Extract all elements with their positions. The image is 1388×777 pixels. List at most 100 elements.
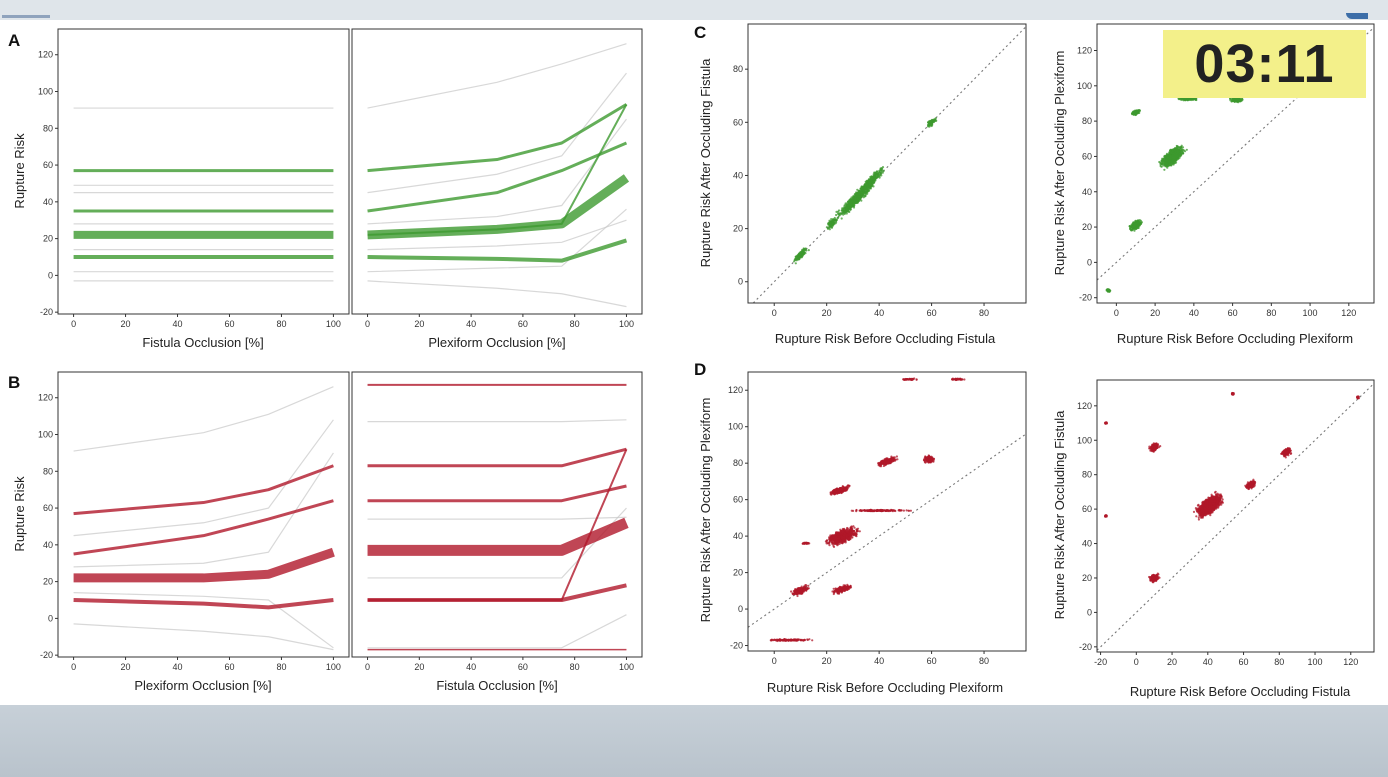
scatter-point bbox=[1170, 151, 1173, 154]
y-tick-label: 60 bbox=[733, 117, 743, 127]
scatter-point bbox=[876, 174, 879, 177]
scatter-point bbox=[892, 456, 895, 459]
scatter-point bbox=[790, 638, 793, 641]
series-line bbox=[367, 238, 628, 263]
x-tick-label: 40 bbox=[1189, 308, 1199, 318]
scatter-point bbox=[848, 537, 852, 541]
y-tick-label: 60 bbox=[43, 503, 53, 513]
scatter-point bbox=[848, 532, 851, 536]
scatter-point bbox=[925, 457, 928, 460]
scatter-point bbox=[843, 532, 847, 536]
y-tick-label: -20 bbox=[40, 307, 53, 317]
scatter-point bbox=[860, 185, 863, 188]
scatter-point bbox=[1182, 152, 1185, 155]
scatter-point bbox=[1138, 111, 1141, 114]
plot-area bbox=[367, 43, 630, 308]
scatter-point bbox=[842, 586, 845, 589]
scatter-point bbox=[882, 509, 885, 512]
scatter-point bbox=[796, 588, 799, 591]
scatter-point bbox=[792, 638, 795, 642]
scatter-point bbox=[879, 509, 882, 512]
scatter-point bbox=[879, 169, 882, 172]
x-tick-label: 0 bbox=[365, 662, 370, 672]
scatter-point bbox=[834, 533, 837, 536]
scatter-point bbox=[853, 526, 856, 529]
axes-frame bbox=[1096, 23, 1375, 304]
scatter-point bbox=[1140, 221, 1143, 224]
scatter-point bbox=[868, 181, 872, 184]
scatter-point bbox=[840, 535, 844, 538]
scatter-point bbox=[860, 191, 864, 194]
scatter-point bbox=[1181, 149, 1184, 152]
scatter-point bbox=[1171, 150, 1174, 153]
scatter-point bbox=[1179, 146, 1182, 149]
x-tick-label: 100 bbox=[326, 662, 341, 672]
scatter-point bbox=[879, 465, 882, 468]
scatter-point bbox=[842, 589, 845, 592]
scatter-point bbox=[786, 639, 789, 642]
scatter-point bbox=[1166, 166, 1169, 169]
scatter-point bbox=[1107, 289, 1110, 292]
gray-series-line bbox=[367, 614, 627, 649]
scatter-point bbox=[905, 509, 908, 512]
scatter-point bbox=[1164, 158, 1168, 161]
scatter-point bbox=[806, 542, 809, 545]
scatter-point bbox=[849, 526, 852, 529]
x-axis-label: Plexiform Occlusion [%] bbox=[428, 335, 565, 350]
scatter-point bbox=[828, 221, 832, 224]
y-axis-label: Rupture Risk bbox=[12, 133, 27, 209]
scatter-point bbox=[803, 251, 806, 254]
scatter-point bbox=[833, 538, 836, 541]
scatter-point bbox=[857, 192, 861, 195]
scatter-point bbox=[850, 203, 854, 206]
scatter-point bbox=[1229, 99, 1232, 102]
scatter-point bbox=[833, 542, 836, 546]
scatter-point bbox=[797, 254, 800, 257]
scatter-point bbox=[1171, 154, 1174, 157]
scatter-point bbox=[805, 249, 808, 252]
y-tick-label: 0 bbox=[48, 613, 53, 623]
scatter-point bbox=[801, 542, 804, 545]
panel-letter: A bbox=[8, 31, 20, 50]
scatter-point bbox=[824, 540, 828, 543]
scatter-point bbox=[883, 458, 886, 461]
scatter-point bbox=[872, 185, 875, 188]
scatter-point bbox=[891, 510, 895, 513]
scatter-point bbox=[834, 588, 837, 591]
scatter-point bbox=[844, 541, 847, 544]
scatter-point bbox=[1169, 149, 1172, 152]
scatter-point bbox=[866, 185, 869, 188]
scatter-point bbox=[799, 251, 802, 254]
scatter-point bbox=[875, 170, 879, 173]
scatter-point bbox=[837, 533, 840, 536]
scatter-point bbox=[854, 195, 857, 198]
scatter-point bbox=[838, 490, 841, 493]
scatter-point bbox=[837, 209, 841, 212]
axes-frame bbox=[351, 371, 643, 658]
scatter-point bbox=[825, 226, 829, 229]
scatter-point bbox=[891, 458, 894, 461]
x-axis-label: Fistula Occlusion [%] bbox=[142, 335, 263, 350]
scatter-point bbox=[1167, 158, 1170, 161]
x-tick-label: 0 bbox=[1114, 308, 1119, 318]
scatter-point bbox=[898, 508, 901, 512]
y-tick-label: 20 bbox=[43, 234, 53, 244]
scatter-point bbox=[932, 457, 936, 461]
scatter-point bbox=[799, 253, 802, 256]
y-tick-label: 20 bbox=[43, 577, 53, 587]
gray-series-line bbox=[73, 623, 334, 651]
scatter-point bbox=[860, 199, 863, 202]
scatter-point bbox=[802, 639, 805, 642]
scatter-point bbox=[826, 227, 830, 230]
scatter-point bbox=[857, 198, 860, 201]
scatter-point bbox=[859, 190, 862, 194]
scatter-point bbox=[1168, 153, 1171, 156]
scatter-point bbox=[1175, 152, 1178, 155]
scatter-point bbox=[840, 529, 843, 532]
axes-frame bbox=[351, 28, 643, 315]
x-tick-label: 60 bbox=[927, 308, 937, 318]
y-axis-label: Rupture Risk bbox=[12, 476, 27, 552]
scatter-point bbox=[850, 200, 853, 204]
scatter-point bbox=[770, 639, 773, 642]
